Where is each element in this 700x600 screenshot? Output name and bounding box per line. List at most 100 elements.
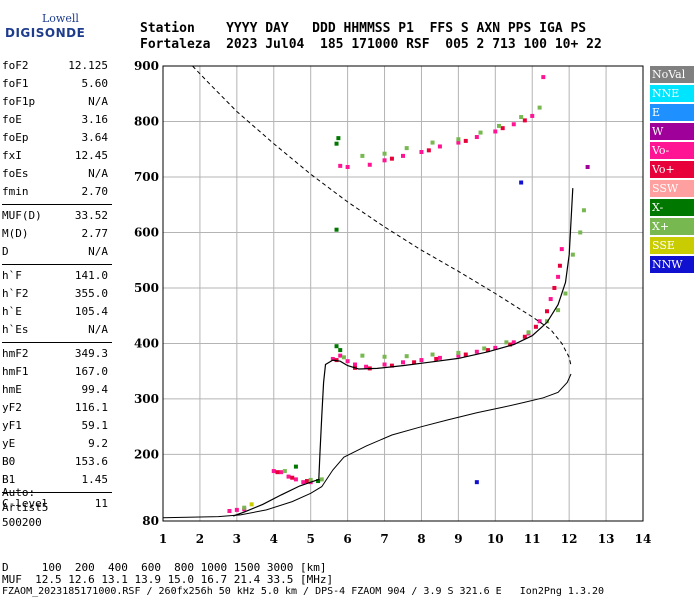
param-label: B0 <box>2 455 16 468</box>
x-tick-label: 14 <box>635 532 652 546</box>
param-label: MUF(D) <box>2 209 42 222</box>
echo-point <box>485 348 490 353</box>
param-row: h`F 141.0 <box>2 267 110 285</box>
echo-point <box>234 507 239 512</box>
echo-point <box>456 137 461 142</box>
param-value: 33.52 <box>74 209 108 222</box>
echo-point <box>364 364 369 369</box>
x-tick-label: 12 <box>561 532 578 546</box>
echo-point <box>545 309 549 314</box>
echo-point <box>279 470 284 475</box>
param-label: yF2 <box>2 401 22 414</box>
param-value: 59.1 <box>81 419 109 432</box>
param-label: C-level <box>2 497 49 510</box>
echo-point <box>456 350 461 355</box>
echo-point <box>389 156 394 161</box>
param-row: foEs N/A <box>2 165 110 183</box>
echo-point <box>557 263 562 268</box>
param-value: 167.0 <box>74 365 108 378</box>
x-tick-label: 2 <box>196 532 204 546</box>
legend-item: Vo- <box>650 142 694 159</box>
param-label: hmF1 <box>2 365 29 378</box>
param-label: h`F2 <box>2 287 29 300</box>
param-label: foEp <box>2 131 29 144</box>
echo-point <box>401 360 405 365</box>
chart-echo-points <box>227 75 590 514</box>
param-value: N/A <box>88 167 108 180</box>
legend-item: SSW <box>650 180 694 197</box>
param-label: M(D) <box>2 227 29 240</box>
echo-point <box>519 180 524 185</box>
echo-point <box>497 123 501 128</box>
x-tick-label: 5 <box>307 532 315 546</box>
param-value: 153.6 <box>74 455 108 468</box>
echo-point <box>382 354 387 359</box>
echo-point <box>275 470 280 475</box>
echo-point <box>334 227 339 232</box>
echo-point <box>537 319 542 324</box>
echo-point <box>290 475 295 480</box>
echo-point <box>434 356 439 361</box>
digisonde-logo: Lowell DIGISONDE <box>2 4 85 42</box>
param-value: 1.45 <box>81 473 109 486</box>
echo-point <box>249 502 254 507</box>
y-tick-label: 700 <box>134 170 159 184</box>
echo-point <box>493 345 498 350</box>
echo-point <box>345 164 350 169</box>
echo-point <box>533 324 538 329</box>
echo-point <box>334 141 339 146</box>
legend-item: SSE <box>650 237 694 254</box>
param-value: 116.1 <box>74 401 108 414</box>
echo-point <box>552 285 557 290</box>
echo-point <box>353 362 357 367</box>
echo-point <box>271 469 276 474</box>
echo-point <box>541 75 546 80</box>
param-value: 99.4 <box>81 383 109 396</box>
echo-point <box>319 477 324 482</box>
echo-point <box>463 138 468 143</box>
echo-point <box>474 349 479 354</box>
echo-point <box>526 330 531 335</box>
param-separator <box>2 264 112 265</box>
echo-point <box>419 358 424 363</box>
x-tick-label: 6 <box>343 532 351 546</box>
x-tick-label: 7 <box>380 532 388 546</box>
logo-main-text: DIGISONDE <box>5 26 86 40</box>
echo-point <box>478 130 483 135</box>
param-value: 11 <box>94 497 108 510</box>
param-row: B1 1.45 <box>2 471 110 489</box>
param-value: 12.45 <box>74 149 108 162</box>
param-row: h`E 105.4 <box>2 303 110 321</box>
param-row: M(D) 2.77 <box>2 225 110 243</box>
legend-item: X+ <box>650 218 694 235</box>
echo-point <box>511 340 516 345</box>
echo-point <box>345 359 350 364</box>
echo-point <box>282 469 287 474</box>
param-value: 3.16 <box>81 113 109 126</box>
param-separator <box>2 492 112 493</box>
echo-point <box>382 362 387 367</box>
param-value: 349.3 <box>74 347 108 360</box>
echo-point <box>519 115 524 120</box>
echo-point <box>305 479 309 484</box>
echo-point <box>556 308 561 313</box>
echo-point <box>556 274 561 279</box>
echo-point <box>530 113 535 118</box>
param-row: foE 3.16 <box>2 111 110 129</box>
echo-point <box>367 162 372 167</box>
param-row: foEp 3.64 <box>2 129 110 147</box>
echo-point <box>437 355 442 360</box>
param-value: 141.0 <box>74 269 108 282</box>
echo-point <box>341 355 346 360</box>
footer-distance-row: D 100 200 400 600 800 1000 1500 3000 [km… <box>2 561 327 574</box>
param-value: 355.0 <box>74 287 108 300</box>
param-label: foF1p <box>2 95 36 108</box>
legend-item: Vo+ <box>650 161 694 178</box>
echo-point <box>382 158 387 163</box>
param-label: foE <box>2 113 22 126</box>
model-curve <box>192 65 572 366</box>
echo-point <box>508 342 513 347</box>
param-row: foF1p N/A <box>2 93 110 111</box>
param-label: h`Es <box>2 323 29 336</box>
param-separator <box>2 342 112 343</box>
